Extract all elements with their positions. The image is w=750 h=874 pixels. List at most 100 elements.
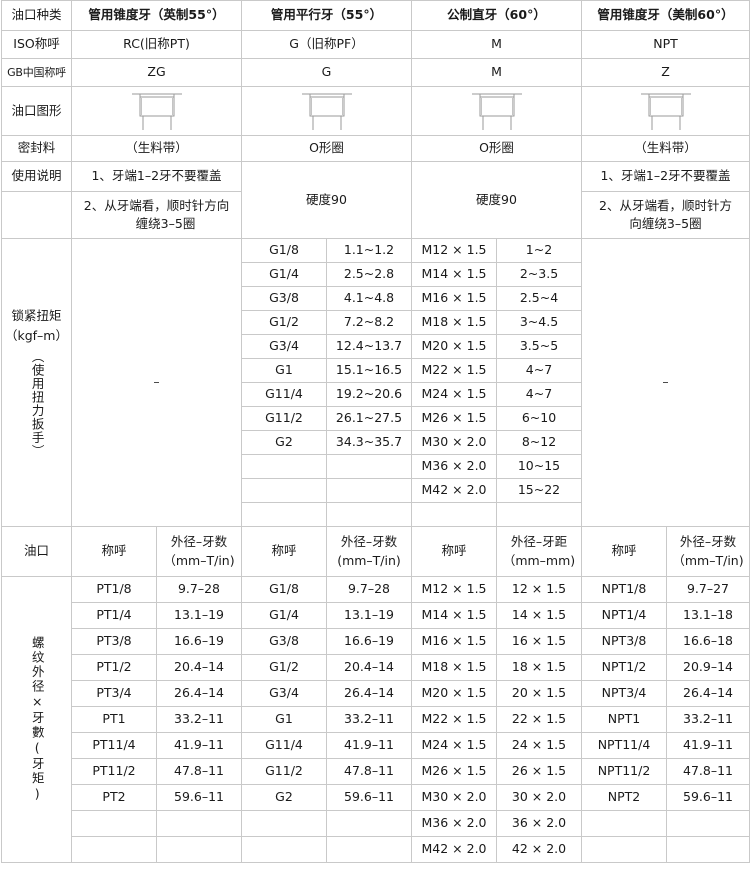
gb-name-m: M <box>411 58 582 87</box>
torque-m-value: 2~3.5 <box>496 262 582 287</box>
port-figure-cell-taper-bsp <box>71 86 242 136</box>
table-row: PT3/8 16.6–19 G3/8 16.6–19 M16 × 1.5 16 … <box>2 628 750 655</box>
cell-pt-od: 20.4–14 <box>156 654 242 681</box>
cell-pt-name: PT11/2 <box>71 758 157 785</box>
cell-pt-od: 26.4–14 <box>156 680 242 707</box>
torque-m-value: 10~15 <box>496 454 582 479</box>
cell-m-name: M42 × 2.0 <box>411 836 497 863</box>
port-figure-cell-metric <box>411 86 582 136</box>
table-row: M36 × 2.0 36 × 2.0 <box>2 810 750 837</box>
threaded-port-cross-section-icon <box>640 93 691 130</box>
torque-g-name: G3/4 <box>241 334 327 359</box>
iso-name-rc: RC(旧称PT) <box>71 30 242 59</box>
table-row: PT11/4 41.9–11 G11/4 41.9–11 M24 × 1.5 2… <box>2 732 750 759</box>
torque-m-value: 4~7 <box>496 358 582 383</box>
usage-npt-line1: 1、牙端1–2牙不要覆盖 <box>581 161 750 192</box>
cell-m-name: M36 × 2.0 <box>411 810 497 837</box>
cell-pt-name: PT1 <box>71 706 157 733</box>
cell-g-od: 20.4–14 <box>326 654 412 681</box>
usage-taper-bsp-rest: 2、从牙端看，顺时针方向 缠绕3–5圈 <box>71 191 242 239</box>
row-label-usage-continued <box>1 191 72 239</box>
torque-g-value <box>326 502 412 527</box>
torque-g-value: 2.5~2.8 <box>326 262 412 287</box>
torque-row: G3/8 4.1~4.8 M16 × 1.5 2.5~4 <box>2 286 750 311</box>
torque-m-value: 2.5~4 <box>496 286 582 311</box>
sealant-npt: （生料带） <box>581 135 750 162</box>
cell-g-od: 33.2–11 <box>326 706 412 733</box>
cell-pt-name: PT1/4 <box>71 602 157 629</box>
spec-header-call-4: 称呼 <box>581 526 667 577</box>
cell-m-od: 20 × 1.5 <box>496 680 582 707</box>
cell-npt-name: NPT11/2 <box>581 758 667 785</box>
torque-m-value: 1~2 <box>496 238 582 263</box>
cell-g-od: 47.8–11 <box>326 758 412 785</box>
torque-label-line1: 锁紧扭矩 <box>11 307 62 323</box>
torque-row: G3/4 12.4~13.7 M20 × 1.5 3.5~5 <box>2 334 750 359</box>
torque-m-value: 8~12 <box>496 430 582 455</box>
spec-header-od-2-line2: (mm–T/in) <box>337 552 401 568</box>
cell-npt-name: NPT2 <box>581 784 667 811</box>
port-figure-cell-npt <box>581 86 750 136</box>
spec-header-port: 油口 <box>1 526 72 577</box>
row-iso-name: ISO称呼 RC(旧称PT) G（旧称PF） M NPT <box>1 30 750 59</box>
cell-g-name: G11/2 <box>241 758 327 785</box>
cell-npt-name <box>581 836 667 863</box>
table-row: PT1 33.2–11 G1 33.2–11 M22 × 1.5 22 × 1.… <box>2 706 750 733</box>
cell-m-name: M14 × 1.5 <box>411 602 497 629</box>
row-label-port-figure: 油口图形 <box>1 86 72 136</box>
torque-label-line3: （使用扭力扳手） <box>29 350 45 459</box>
torque-g-name <box>241 454 327 479</box>
torque-row: G11/4 19.2~20.6 M24 × 1.5 4~7 <box>2 382 750 407</box>
cell-npt-od: 26.4–14 <box>666 680 750 707</box>
table-row: PT3/4 26.4–14 G3/4 26.4–14 M20 × 1.5 20 … <box>2 680 750 707</box>
torque-m-name: M26 × 1.5 <box>411 406 497 431</box>
torque-g-value: 19.2~20.6 <box>326 382 412 407</box>
port-type-taper-bsp: 管用锥度牙（英制55°） <box>71 0 242 31</box>
iso-name-npt: NPT <box>581 30 750 59</box>
cell-g-od: 13.1–19 <box>326 602 412 629</box>
threaded-port-cross-section-icon <box>301 93 352 130</box>
torque-g-name: G11/2 <box>241 406 327 431</box>
cell-npt-od: 33.2–11 <box>666 706 750 733</box>
torque-row: M36 × 2.0 10~15 <box>2 454 750 479</box>
cell-pt-od: 47.8–11 <box>156 758 242 785</box>
torque-g-name: G1 <box>241 358 327 383</box>
cell-g-name: G1/4 <box>241 602 327 629</box>
cell-g-od <box>326 836 412 863</box>
cell-npt-name <box>581 810 667 837</box>
table-row: M42 × 2.0 42 × 2.0 <box>2 836 750 863</box>
torque-m-name: M24 × 1.5 <box>411 382 497 407</box>
torque-m-name: M16 × 1.5 <box>411 286 497 311</box>
cell-g-od: 59.6–11 <box>326 784 412 811</box>
cell-m-name: M24 × 1.5 <box>411 732 497 759</box>
cell-m-od: 14 × 1.5 <box>496 602 582 629</box>
cell-m-name: M16 × 1.5 <box>411 628 497 655</box>
cell-pt-od <box>156 836 242 863</box>
torque-g-value: 26.1~27.5 <box>326 406 412 431</box>
torque-m-value: 6~10 <box>496 406 582 431</box>
cell-pt-od <box>156 810 242 837</box>
cell-pt-name <box>71 810 157 837</box>
cell-g-name: G3/4 <box>241 680 327 707</box>
spec-header-od-4: 外径–牙数 （mm–T/in) <box>666 526 750 577</box>
cell-npt-name: NPT1/8 <box>581 576 667 603</box>
cell-g-name: G3/8 <box>241 628 327 655</box>
cell-pt-od: 9.7–28 <box>156 576 242 603</box>
row-label-usage: 使用说明 <box>1 161 72 192</box>
torque-g-name: G11/4 <box>241 382 327 407</box>
torque-row: 锁紧扭矩 （kgf–m） （使用扭力扳手） – G1/8 1.1~1.2 M12… <box>1 238 750 527</box>
torque-g-value <box>326 478 412 503</box>
iso-name-g: G（旧称PF） <box>241 30 412 59</box>
usage-npt-rest: 2、从牙端看，顺时针方 向缠绕3–5圈 <box>581 191 750 239</box>
cell-m-od: 30 × 2.0 <box>496 784 582 811</box>
usage-metric: 硬度90 <box>411 161 582 239</box>
threaded-port-cross-section-icon <box>471 93 522 130</box>
torque-m-name: M14 × 1.5 <box>411 262 497 287</box>
row-label-gb: GB中国称呼 <box>1 58 72 87</box>
cell-g-name: G1/8 <box>241 576 327 603</box>
row-label-sealant: 密封料 <box>1 135 72 162</box>
torque-m-name <box>411 502 497 527</box>
spec-header-od-3: 外径–牙距 （mm–mm) <box>496 526 582 577</box>
